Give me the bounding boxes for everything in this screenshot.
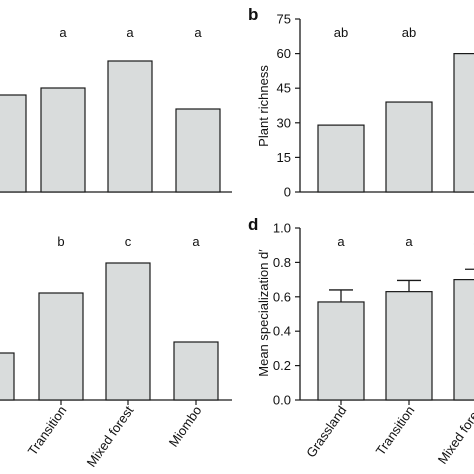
bar-b-mixed-forest bbox=[453, 52, 474, 193]
sig-letter-b-transition: ab bbox=[402, 25, 416, 40]
panel-b-y-tick-label-15: 15 bbox=[277, 150, 291, 165]
bar-d-grassland bbox=[317, 301, 365, 401]
bar-d-transition bbox=[385, 291, 433, 401]
panel-label-b: b bbox=[248, 5, 258, 24]
panel-d-y-axis-label: Mean specialization d′ bbox=[256, 249, 271, 377]
panel-c-chart: b Transition c Mixed forest a Miombo bbox=[0, 234, 232, 470]
sig-letter-a-miombo: a bbox=[194, 25, 202, 40]
panel-c-x-tick-label-mixed-forest: Mixed forest bbox=[84, 403, 137, 470]
bar-c-transition bbox=[38, 292, 84, 401]
panel-c-x-tick-label-miombo: Miombo bbox=[166, 403, 205, 449]
sig-letter-d-grassland: a bbox=[337, 234, 345, 249]
bar-c-grassland bbox=[0, 352, 15, 401]
bar-a-transition bbox=[40, 87, 86, 193]
sig-letter-d-transition: a bbox=[405, 234, 413, 249]
panel-b-y-tick-label-0: 0 bbox=[284, 185, 291, 200]
panel-b-y-tick-label-45: 45 bbox=[277, 81, 291, 96]
panel-d-x-tick-label-transition: Transition bbox=[373, 403, 418, 458]
sig-letter-c-mixed-forest: c bbox=[125, 234, 132, 249]
bar-d-mixed-forest bbox=[453, 279, 474, 401]
panel-d-y-tick-label-0.8: 0.8 bbox=[273, 255, 291, 270]
bar-c-miombo bbox=[173, 341, 219, 401]
bar-c-mixed-forest bbox=[105, 262, 151, 401]
panel-label-d: d bbox=[248, 215, 258, 234]
panel-b-y-tick-label-60: 60 bbox=[277, 46, 291, 61]
panel-b-y-tick-label-30: 30 bbox=[277, 115, 291, 130]
panel-d-x-tick-label-grassland: Grassland bbox=[303, 403, 349, 460]
panel-c-x-tick-label-transition: Transition bbox=[25, 403, 70, 458]
sig-letter-c-transition: b bbox=[57, 234, 64, 249]
sig-letter-c-miombo: a bbox=[192, 234, 200, 249]
panel-b-y-tick-label-75: 75 bbox=[277, 12, 291, 27]
bar-a-grassland bbox=[0, 94, 27, 193]
panel-d-y-tick-label-0.2: 0.2 bbox=[273, 358, 291, 373]
panel-d-x-tick-label-mixed-forest: Mixed fores bbox=[435, 403, 474, 467]
sig-letter-a-transition: a bbox=[59, 25, 67, 40]
panel-d-y-tick-label-0.0: 0.0 bbox=[273, 393, 291, 408]
sig-letter-b-grassland: ab bbox=[334, 25, 348, 40]
panel-d-y-tick-label-0.6: 0.6 bbox=[273, 289, 291, 304]
panel-b-y-axis-label: Plant richness bbox=[256, 65, 271, 147]
sig-letter-a-mixed-forest: a bbox=[126, 25, 134, 40]
bar-a-miombo bbox=[175, 108, 221, 193]
panel-d-y-tick-label-1.0: 1.0 bbox=[273, 221, 291, 236]
panel-d-y-tick-label-0.4: 0.4 bbox=[273, 324, 291, 339]
bar-b-grassland bbox=[317, 124, 365, 193]
panel-b-plant-richness-chart: b 0 15 30 45 60 75 Plant richness ab ab bbox=[248, 5, 474, 200]
bar-a-mixed-forest bbox=[107, 60, 153, 193]
bar-b-transition bbox=[385, 101, 433, 193]
